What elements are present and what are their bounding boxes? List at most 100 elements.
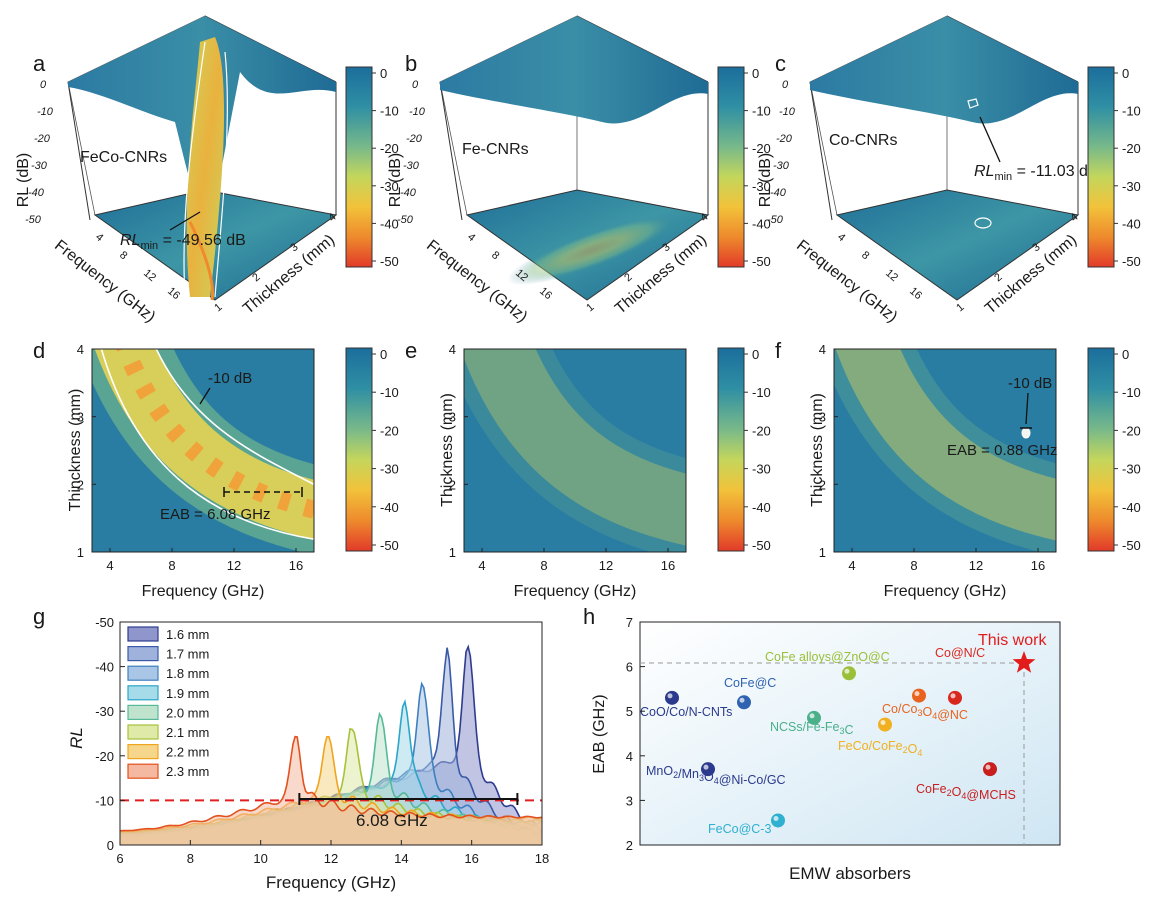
x-tick-label: 10 — [253, 851, 267, 866]
z-tick-label: -30 — [31, 160, 48, 172]
y-tick-label: 2 — [626, 838, 633, 853]
marker-highlight — [985, 764, 991, 770]
colorbar-gradient — [1087, 347, 1115, 552]
contour-minus10-lower — [100, 349, 314, 540]
contour-background — [834, 349, 1056, 552]
colorbar-b: 0 -10 -20 -30 -40 -50 — [717, 66, 771, 269]
legend-swatch — [127, 645, 159, 662]
y-tick-label: 6 — [626, 660, 633, 675]
colorbar-tick-label: -40 — [752, 216, 771, 231]
y-axis-label: EAB (GHz) — [591, 694, 608, 773]
contour-minus10-island — [1021, 427, 1031, 439]
panel-letter-h: h — [583, 604, 595, 629]
marker-highlight — [914, 691, 920, 697]
colorbar-tick-label: -40 — [380, 216, 399, 231]
x-tick-label: 4 — [478, 558, 485, 573]
contour-minus10-upper — [155, 349, 314, 486]
y-tick-label: 4 — [819, 342, 826, 357]
rl-surface — [810, 16, 1078, 124]
y-tick-label: -20 — [95, 749, 114, 764]
thickness-tick-label: 1 — [212, 301, 224, 314]
rl-area-1.9mm — [120, 701, 542, 845]
y-tick-label: 3 — [449, 410, 456, 425]
colorbar-e: 0 -10 -20 -30 -40 -50 — [717, 347, 771, 553]
x-tick-label: 18 — [535, 851, 549, 866]
colorbar-tick-label: -50 — [380, 538, 399, 553]
frequency-tick-label: 16 — [907, 285, 924, 302]
x-tick-label: 16 — [1031, 558, 1045, 573]
box-edge — [809, 81, 833, 221]
z-tick-label: -50 — [767, 214, 784, 226]
legend-label: 1.7 mm — [166, 647, 209, 662]
rl-surface — [440, 16, 708, 124]
colorbar-tick-label: 0 — [752, 347, 759, 362]
colorbar-tick-label: -10 — [752, 104, 771, 119]
plot-frame — [833, 348, 1057, 553]
panel-a: a 0 -10 -20 -30 -40 -50 RL (dB) FeCo-CNRs RLmin =… — [15, 15, 399, 326]
eab-label-d: EAB = 6.08 GHz — [160, 506, 270, 523]
plot-area — [639, 621, 1061, 846]
absorber-marker — [912, 688, 926, 703]
colorbar-tick-label: -40 — [1122, 500, 1141, 515]
absorber-point: Co@N/C — [935, 646, 985, 705]
y-tick-label: 4 — [77, 342, 84, 357]
y-tick-label: 7 — [626, 615, 633, 630]
colorbar-tick-label: 0 — [1122, 347, 1129, 362]
absorber-label: FeCo@C-3 — [708, 822, 771, 836]
legend-label: 2.1 mm — [166, 725, 209, 740]
colorbar-tick-label: -50 — [1122, 254, 1141, 269]
thickness-tick-label: 4 — [698, 211, 710, 224]
x-axis-label: Frequency (GHz) — [142, 583, 265, 600]
colorbar-tick-label: -30 — [380, 462, 399, 477]
x-axis-label: Frequency (GHz) — [884, 583, 1007, 600]
z-tick-label: -20 — [34, 133, 51, 145]
absorber-label: Co@N/C — [935, 646, 985, 660]
absorber-marker — [842, 666, 856, 681]
absorber-label: FeCo/CoFe2O4 — [838, 739, 922, 758]
this-work-label: This work — [978, 632, 1047, 649]
thickness-tick-label: 4 — [1068, 211, 1080, 224]
z-tick-label: -10 — [37, 106, 54, 118]
contour-map — [464, 349, 686, 552]
thickness-tick-label: 4 — [326, 211, 338, 224]
legend-label: 2.2 mm — [166, 745, 209, 760]
frequency-tick-label: 4 — [93, 231, 105, 244]
colorbar-tick-label: 0 — [380, 347, 387, 362]
x-tick-label: 16 — [464, 851, 478, 866]
contour-map — [834, 349, 1056, 552]
absorber-point: CoFe2O4@MCHS — [916, 762, 1016, 802]
thickness-tick-label: 3 — [1030, 241, 1042, 254]
plot-frame — [91, 348, 315, 553]
colorbar-gradient — [345, 347, 373, 552]
legend-swatch — [127, 685, 159, 701]
thickness-tick-label: 2 — [992, 271, 1004, 284]
sample-name-b: Fe-CNRs — [462, 141, 529, 158]
absorber-point: Co/Co3O4@NC — [882, 688, 968, 722]
legend-swatch — [127, 626, 159, 642]
z-tick-label: 0 — [782, 79, 789, 91]
z-axis-label: RL (dB) — [387, 153, 404, 208]
y-axis-label: Thickness (mm) — [809, 393, 826, 507]
legend-label: 2.0 mm — [166, 705, 209, 720]
absorber-marker — [983, 762, 997, 777]
weak-absorption-band — [507, 214, 677, 286]
absorption-band — [464, 349, 686, 546]
colorbar-tick-label: -40 — [380, 500, 399, 515]
y-tick-label: 2 — [819, 477, 826, 492]
legend-label: 1.8 mm — [166, 666, 209, 681]
absorber-label: CoFe@C — [724, 676, 776, 690]
z-tick-label: 0 — [412, 79, 419, 91]
y-tick-label: -10 — [95, 793, 114, 808]
colorbar-tick-label: -30 — [1122, 462, 1141, 477]
frequency-tick-label: 16 — [537, 285, 554, 302]
absorber-point: CoFe@C — [724, 676, 776, 710]
sample-name-a: FeCo-CNRs — [80, 149, 167, 166]
absorber-label: CoO/Co/N-CNTs — [640, 705, 732, 719]
colorbar-tick-label: -10 — [380, 385, 399, 400]
contour-map — [92, 349, 314, 552]
z-tick-label: -50 — [25, 214, 42, 226]
absorber-point: FeCo/CoFe2O4 — [838, 717, 922, 758]
